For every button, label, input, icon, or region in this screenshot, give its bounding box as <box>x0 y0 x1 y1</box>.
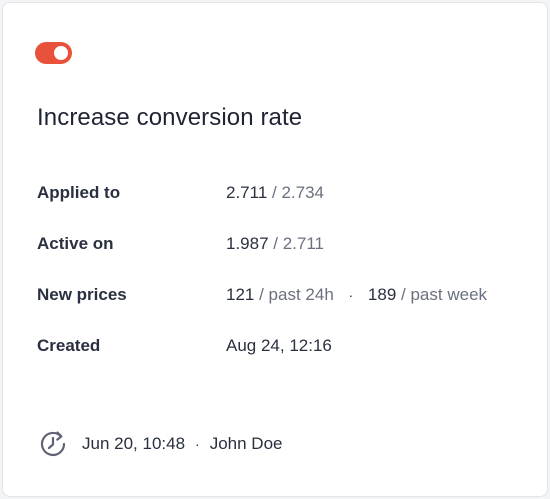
active-on-count: 1.987 <box>226 234 269 253</box>
new-prices-day-suffix: / past 24h <box>259 285 334 304</box>
modified-timestamp: Jun 20, 10:48 <box>82 434 186 453</box>
separator-dot: · <box>195 436 200 452</box>
created-label: Created <box>37 336 101 355</box>
new-prices-day-count: 121 <box>226 285 255 304</box>
applied-to-value: 2.711 / 2.734 <box>226 183 324 203</box>
new-prices-week-count: 189 <box>367 285 397 304</box>
modified-author: John Doe <box>209 434 283 453</box>
new-prices-value: 121 / past 24h · 189 / past week <box>226 285 487 305</box>
active-on-row: Active on 1.987 / 2.711 <box>37 232 324 256</box>
rule-title: Increase conversion rate <box>37 104 303 131</box>
new-prices-label: New prices <box>37 285 127 304</box>
last-modified-footer: Jun 20, 10:48 · John Doe <box>38 429 282 459</box>
active-on-value: 1.987 / 2.711 <box>226 234 324 254</box>
active-on-total: / 2.711 <box>273 234 325 253</box>
applied-to-row: Applied to 2.711 / 2.734 <box>37 181 324 205</box>
rule-enabled-toggle[interactable] <box>35 42 72 64</box>
applied-to-label: Applied to <box>37 183 121 202</box>
active-on-label: Active on <box>37 234 114 253</box>
new-prices-row: New prices 121 / past 24h · 189 / past w… <box>37 283 487 307</box>
toggle-knob <box>54 46 68 60</box>
new-prices-week-suffix: / past week <box>401 285 488 304</box>
applied-to-count: 2.711 <box>226 183 268 202</box>
history-icon <box>40 431 66 457</box>
separator-dot: · <box>348 287 354 303</box>
applied-to-total: / 2.734 <box>272 183 325 202</box>
created-row: Created Aug 24, 12:16 <box>37 334 332 358</box>
created-value: Aug 24, 12:16 <box>226 336 332 355</box>
